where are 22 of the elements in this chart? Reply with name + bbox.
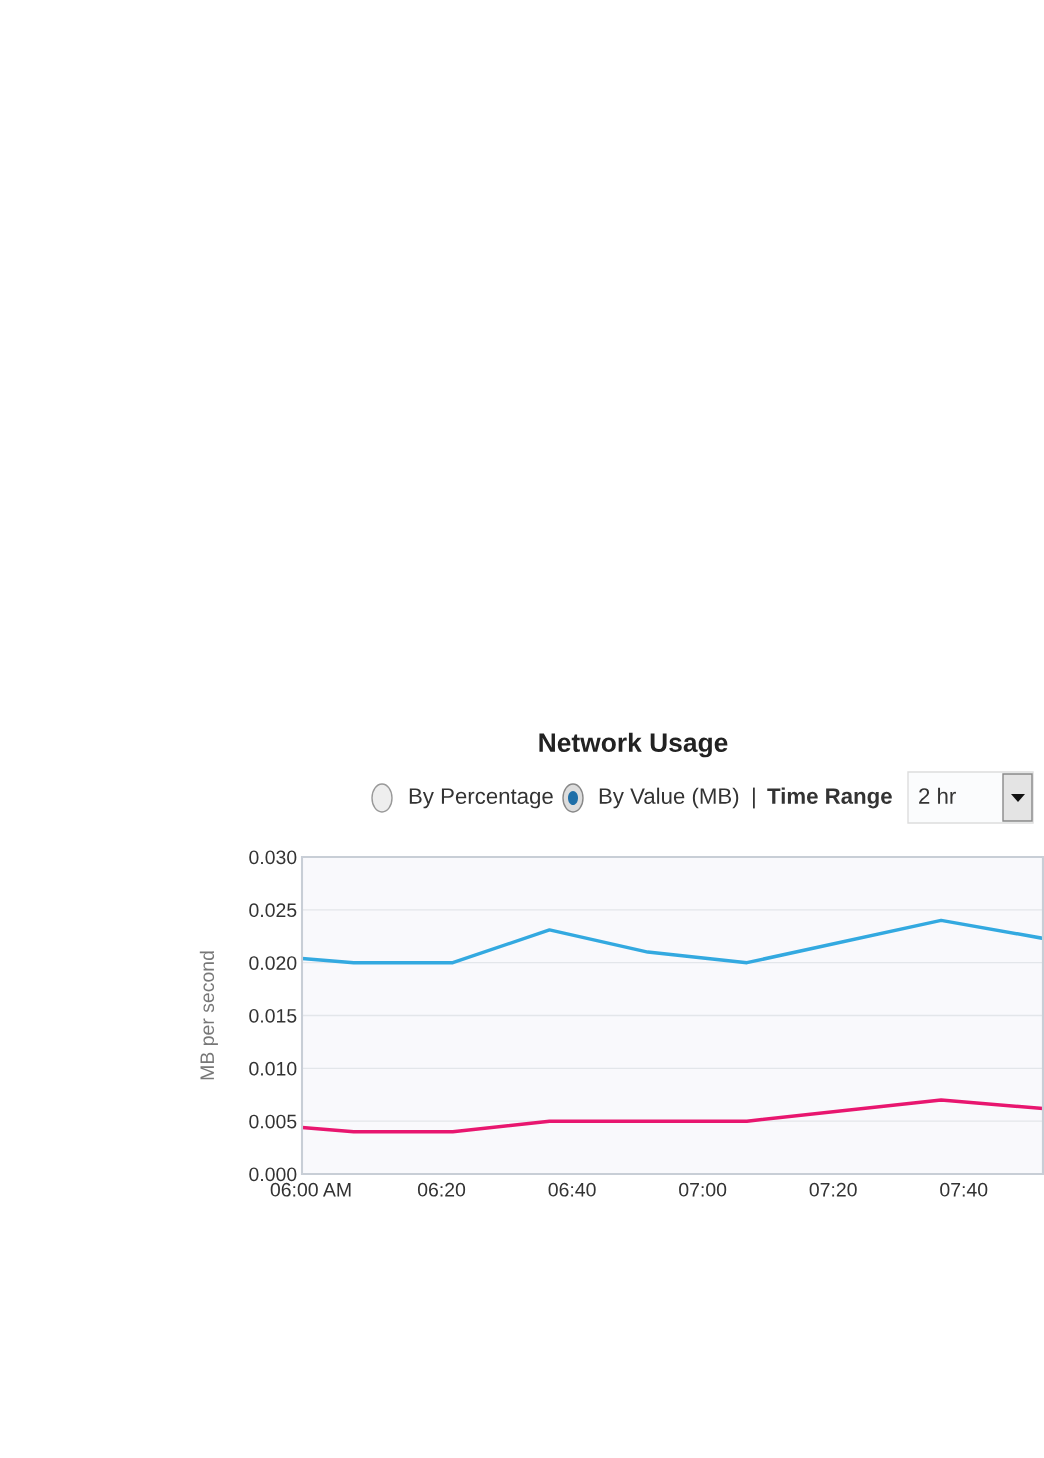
x-tick-label: 07:20	[809, 1182, 857, 1197]
x-tick-label: 06:00 AM	[270, 1182, 351, 1197]
x-tick-label: 07:00	[679, 1182, 727, 1197]
x-tick-label: 06:40	[548, 1182, 596, 1197]
x-tick-label: 07:40	[940, 1182, 988, 1197]
text: By Percentage	[409, 788, 553, 809]
y-tick-label: 0.015	[249, 1008, 297, 1023]
line-series	[302, 918, 1043, 965]
text: 2 hr	[919, 787, 956, 804]
y-tick-label: 0.005	[249, 1114, 297, 1129]
y-tick-label: 0.020	[249, 956, 297, 970]
text: By Value (MB)	[599, 787, 739, 809]
y-tick-label: 0.030	[249, 850, 297, 865]
y-tick-label: 0.000	[249, 1167, 297, 1182]
y-tick-label: 0.010	[249, 1061, 297, 1076]
x-tick-label: 06:20	[417, 1182, 466, 1197]
line-series	[302, 1098, 1043, 1134]
text: |	[752, 787, 755, 809]
y-tick-label: 0.025	[249, 903, 297, 918]
text: Time Range	[767, 787, 892, 809]
y-axis-title: MB per second	[199, 951, 218, 1080]
chart-title: Network Usage	[539, 732, 728, 758]
